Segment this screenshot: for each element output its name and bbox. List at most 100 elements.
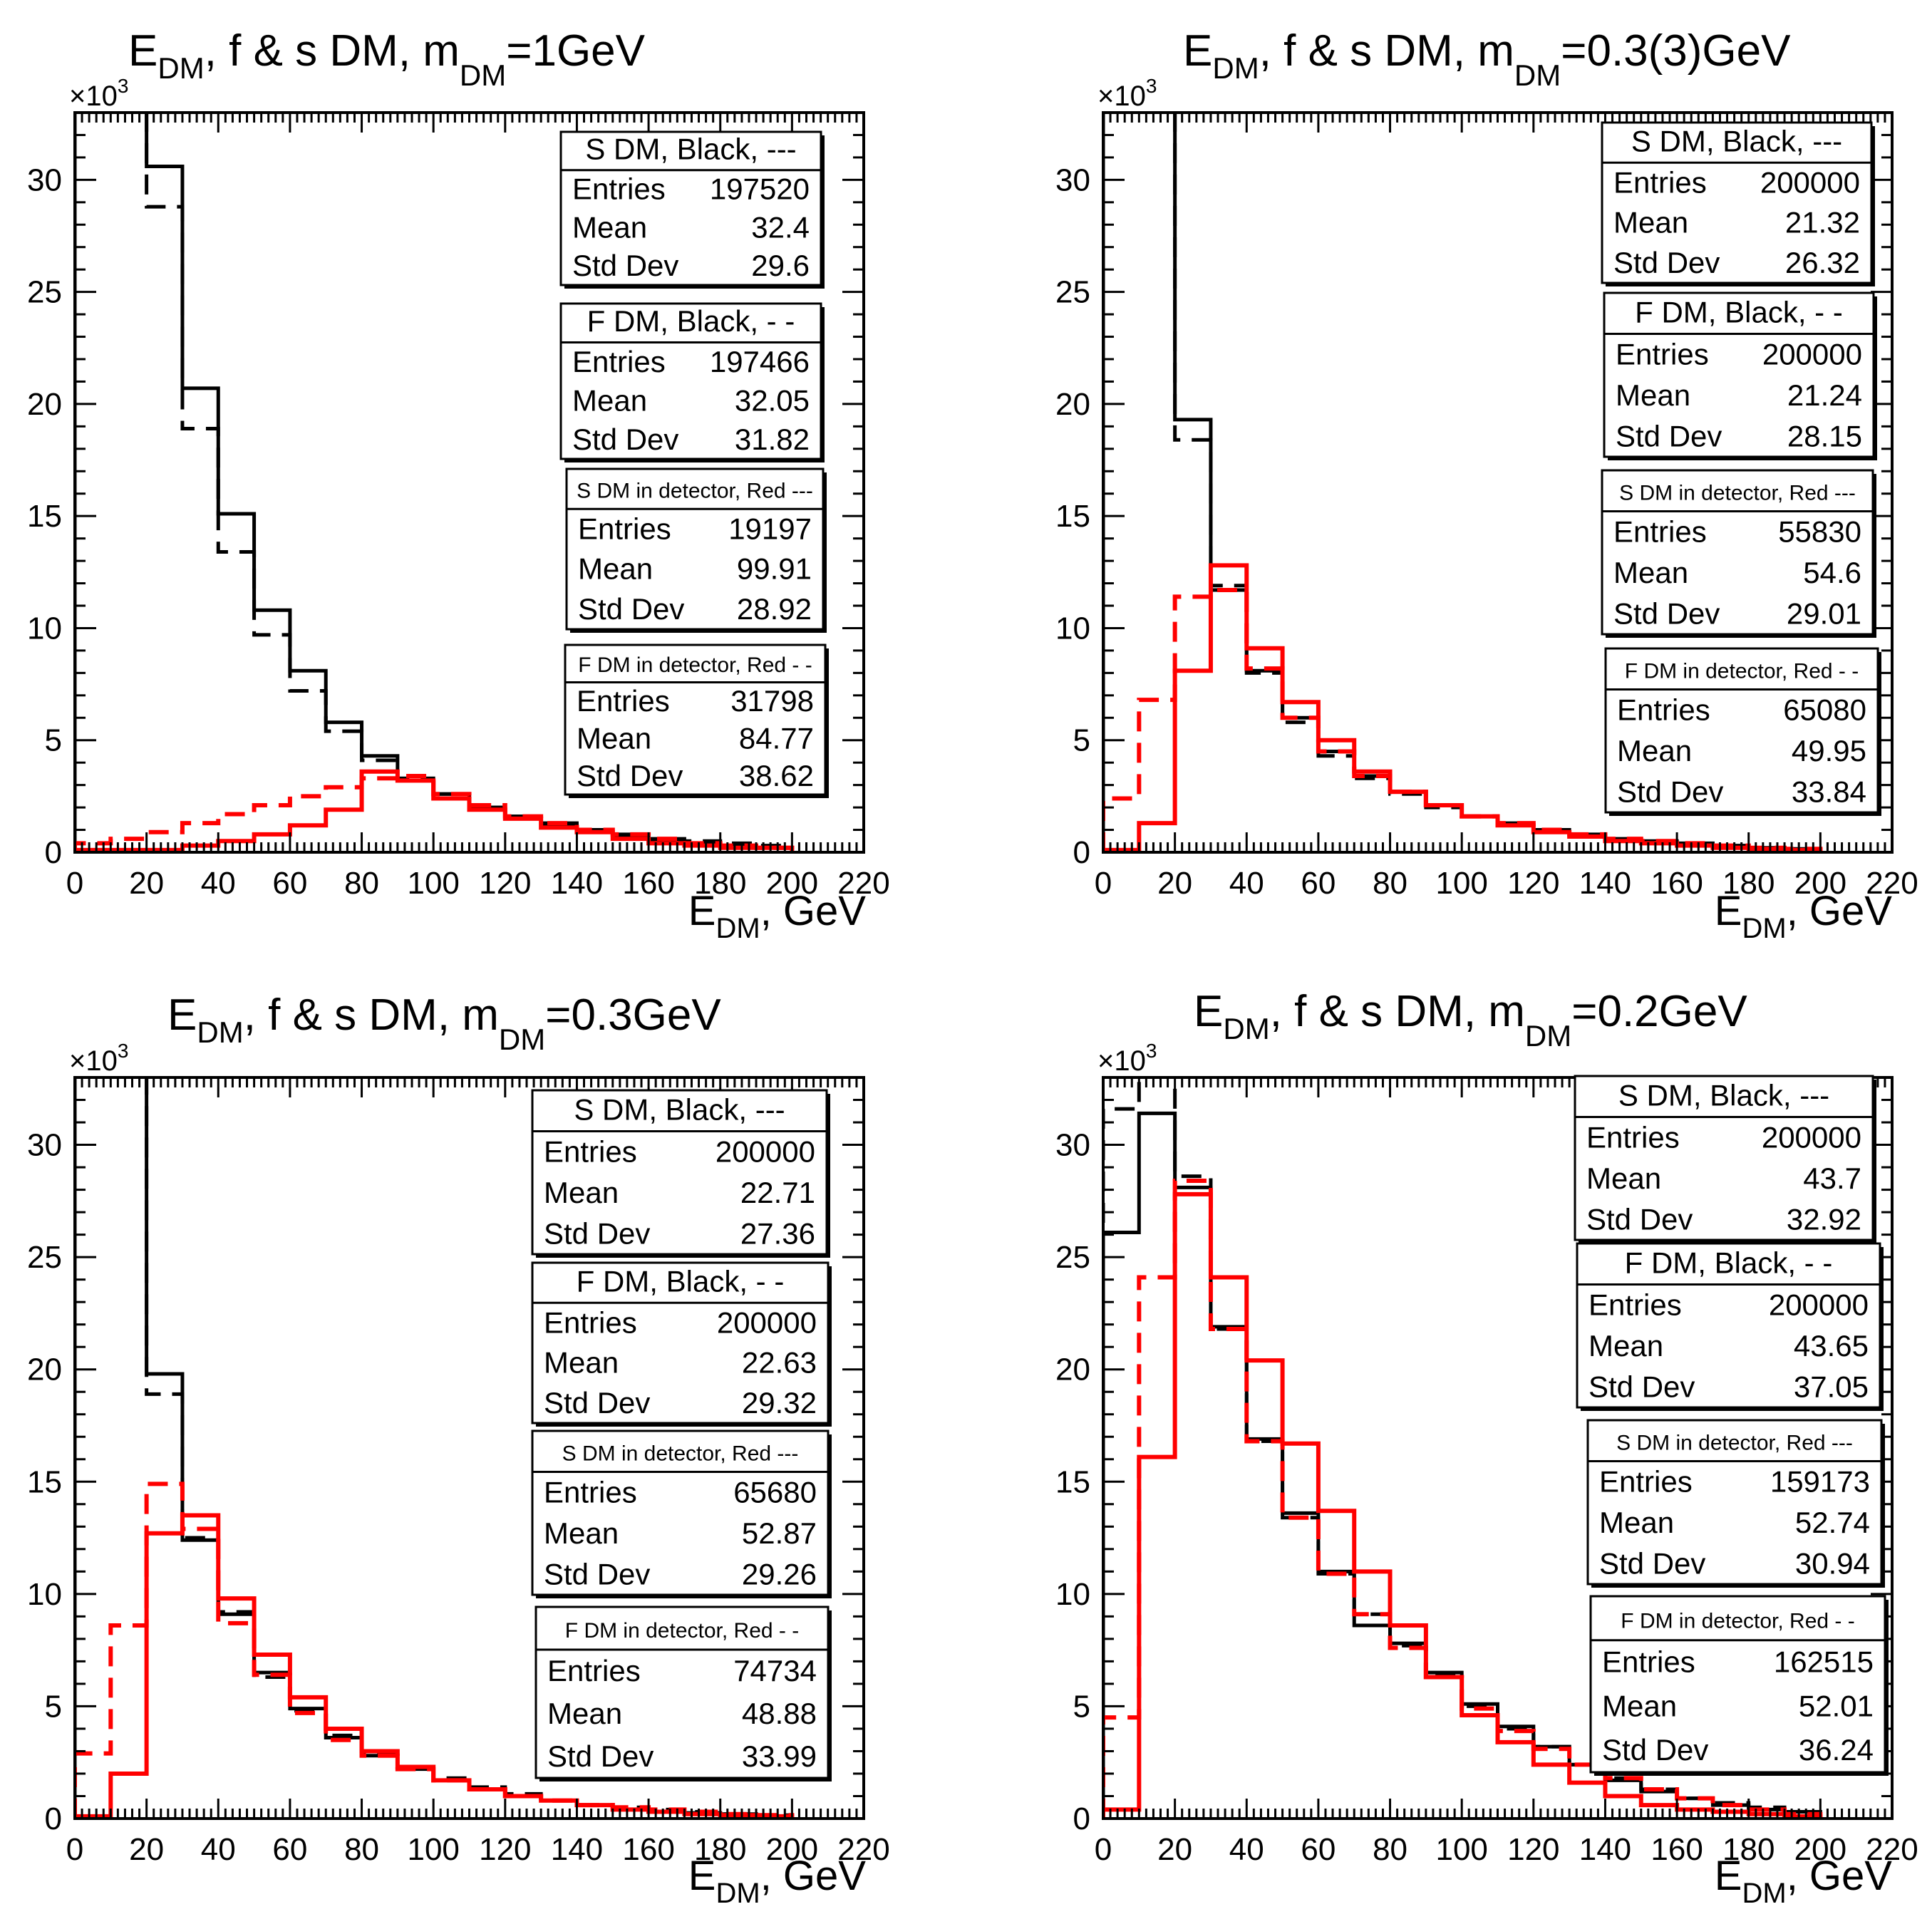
stats-box-frame: [1601, 121, 1873, 284]
x-tick-label: 120: [1507, 866, 1559, 901]
stats-value: 33.84: [1792, 775, 1866, 808]
y-tick-label: 15: [27, 1464, 62, 1499]
x-axis-label: EDM, GeV: [1715, 1853, 1893, 1909]
stats-value: 29.6: [751, 249, 810, 282]
stats-label: Entries: [1589, 1288, 1682, 1321]
x-tick-label: 100: [407, 1832, 459, 1867]
x-tick-label: 220: [837, 866, 889, 901]
stats-label: Std Dev: [1589, 1370, 1695, 1403]
exponent-power: 3: [1146, 1040, 1157, 1062]
y-tick-label: 0: [1073, 835, 1090, 870]
title-main: E: [128, 26, 157, 76]
x-tick-label: 200: [766, 866, 818, 901]
stats-label: Entries: [572, 172, 666, 206]
xlabel-tail: , GeV: [1787, 888, 1893, 934]
y-tick-label: 20: [1055, 387, 1090, 422]
x-tick-label: 180: [1722, 1832, 1775, 1867]
title-main: E: [167, 991, 197, 1040]
stats-value: 43.7: [1803, 1162, 1861, 1195]
stats-value: 28.15: [1787, 419, 1862, 452]
x-tick-label: 40: [1229, 1832, 1264, 1867]
stats-label: Entries: [1586, 1120, 1680, 1154]
stats-label: Mean: [544, 1516, 619, 1550]
stats-label: Std Dev: [1602, 1733, 1708, 1767]
stats-box-frame: [1604, 647, 1879, 814]
stats-label: Std Dev: [547, 1739, 654, 1773]
stats-label: Mean: [1616, 378, 1690, 412]
x-tick-label: 40: [201, 866, 236, 901]
y-tick-label: 10: [27, 611, 62, 646]
x-axis-label: EDM, GeV: [688, 888, 867, 944]
x-tick-label: 200: [766, 1832, 818, 1867]
stats-label: Mean: [547, 1697, 622, 1730]
stats-label: Std Dev: [1617, 775, 1723, 808]
stats-label: Entries: [577, 684, 670, 718]
title-tail: =0.3GeV: [545, 991, 721, 1040]
x-tick-label: 140: [551, 1832, 603, 1867]
y-tick-label: 10: [27, 1577, 62, 1612]
stats-box-1: S DM, Black, --- Entries 200000 Mean 22.71 St…: [531, 1089, 830, 1258]
stats-label: Std Dev: [572, 249, 678, 282]
x-tick-label: 80: [1373, 866, 1407, 901]
stats-label: Mean: [1613, 206, 1688, 239]
title-sub2: DM: [460, 58, 506, 92]
exponent-base: ×10: [1097, 1045, 1146, 1077]
chart-title: EDM, f & s DM, mDM=0.3GeV: [167, 991, 721, 1056]
stats-label: Std Dev: [577, 759, 683, 792]
xlabel-sub: DM: [1742, 1878, 1786, 1909]
stats-box-2: F DM, Black, - - Entries 197466 Mean 32.05 St…: [559, 302, 825, 462]
stats-label: Entries: [578, 512, 671, 545]
stats-value: 21.32: [1785, 206, 1860, 239]
y-tick-label: 5: [45, 1689, 62, 1724]
stats-box-frame: [1589, 1595, 1886, 1774]
stats-value: 52.74: [1795, 1506, 1870, 1539]
y-exponent-label: ×103: [1097, 1040, 1157, 1077]
x-tick-label: 0: [1095, 866, 1112, 901]
x-tick-label: 140: [1579, 866, 1631, 901]
xlabel-tail: , GeV: [760, 888, 867, 934]
stats-label: Entries: [544, 1475, 637, 1509]
stats-value: 197520: [710, 172, 810, 206]
title-sub: DM: [1212, 51, 1259, 85]
series-line-4: [1103, 1178, 1823, 1819]
y-tick-label: 30: [27, 162, 62, 197]
y-tick-label: 5: [45, 723, 62, 758]
xlabel-sub: DM: [716, 1878, 760, 1909]
x-tick-label: 160: [622, 1832, 674, 1867]
exponent-power: 3: [118, 1040, 129, 1062]
stats-value: 27.36: [740, 1216, 815, 1250]
title-main: E: [1183, 26, 1212, 76]
stats-value: 32.4: [751, 210, 810, 244]
y-tick-label: 30: [27, 1128, 62, 1163]
xlabel-sub: DM: [1742, 913, 1786, 944]
stats-value: 36.24: [1799, 1733, 1874, 1767]
x-tick-label: 180: [694, 1832, 746, 1867]
x-tick-label: 220: [837, 1832, 889, 1867]
stats-value: 31.82: [735, 423, 810, 456]
stats-box-3: S DM in detector, Red --- Entries 19197 Mea…: [565, 467, 827, 633]
stats-box-title: F DM, Black, - -: [1625, 1246, 1833, 1279]
stats-box-3: S DM in detector, Red --- Entries 55830 Mea…: [1601, 469, 1876, 638]
stats-label: Std Dev: [544, 1216, 650, 1250]
stats-value: 43.65: [1794, 1329, 1869, 1362]
x-tick-label: 60: [1301, 1832, 1336, 1867]
stats-label: Mean: [1599, 1506, 1674, 1539]
stats-box-frame: [559, 302, 822, 460]
stats-label: Entries: [1599, 1464, 1693, 1498]
stats-label: Entries: [544, 1305, 637, 1339]
x-tick-label: 40: [201, 1832, 236, 1867]
title-tail: =1GeV: [506, 26, 645, 76]
stats-value: 99.91: [737, 552, 812, 586]
x-tick-label: 180: [694, 866, 746, 901]
title-sub: DM: [157, 51, 204, 85]
stats-box-title: F DM, Black, - -: [1635, 295, 1843, 329]
x-tick-label: 160: [1651, 1832, 1703, 1867]
x-tick-label: 100: [1435, 866, 1487, 901]
xlabel-main: E: [1715, 888, 1742, 934]
stats-label: Std Dev: [572, 423, 678, 456]
stats-box-frame: [1601, 469, 1874, 636]
chart-title: EDM, f & s DM, mDM=0.2GeV: [1194, 987, 1747, 1053]
x-tick-label: 20: [129, 1832, 164, 1867]
